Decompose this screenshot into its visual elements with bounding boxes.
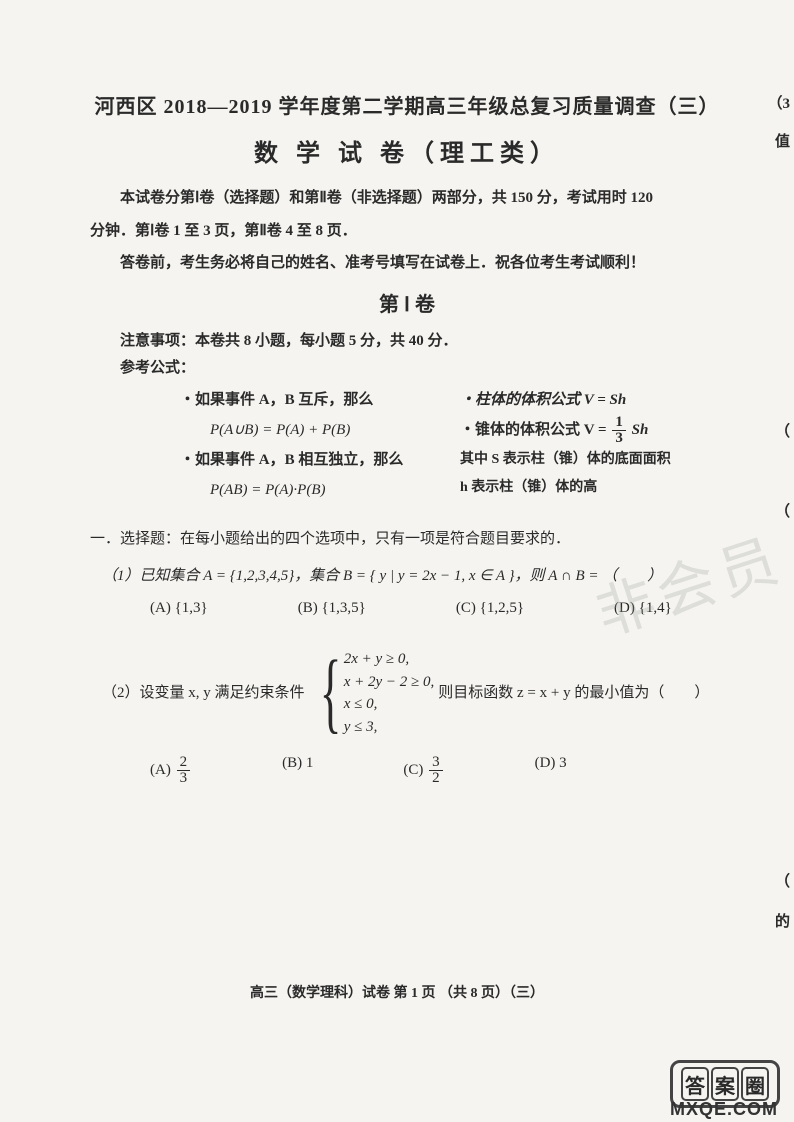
stamp-cell-3: 圈 [741,1067,769,1101]
edge-cut-4: （ [775,500,790,521]
formula-col-right: ・柱体的体积公式 V = Sh ・锥体的体积公式 V = 13 Sh 其中 S … [460,385,724,505]
left-brace-icon: { [319,648,341,738]
edge-cut-2: 值 [775,130,790,151]
intro-line-3: 答卷前，考生务必将自己的姓名、准考号填写在试卷上．祝各位考生考试顺利！ [90,249,724,278]
page-footer: 高三（数学理科）试卷 第 1 页 （共 8 页）（三） [0,982,794,1002]
constraint-lines: 2x + y ≥ 0, x + 2y − 2 ≥ 0, x ≤ 0, y ≤ 3… [344,648,435,738]
q2-opt-d: (D) 3 [535,755,567,786]
q2-a-den: 3 [177,771,191,786]
q2-opt-c: (C) 32 [403,755,444,786]
question-2-options: (A) 23 (B) 1 (C) 32 (D) 3 [90,755,724,786]
question-1: （1）已知集合 A = {1,2,3,4,5}，集合 B = { y | y =… [90,562,724,591]
q2-c-den: 2 [429,771,443,786]
reference-formula-label: 参考公式： [90,356,724,377]
formula-r1-text: ・柱体的体积公式 V = Sh [460,392,626,408]
q1-opt-b: (B) {1,3,5} [298,600,366,617]
q2-a-frac: 23 [177,755,191,786]
edge-cut-1: （3 [767,92,790,113]
question-2: （2）设变量 x, y 满足约束条件 { 2x + y ≥ 0, x + 2y … [90,643,724,743]
sys-line-3: x ≤ 0, [344,693,435,716]
formula-l2: ・如果事件 A，B 相互独立，那么 [180,445,460,475]
edge-cut-5: （ [775,870,790,891]
q1-opt-d: (D) {1,4} [614,600,672,617]
q2-c-num: 3 [429,755,443,771]
formula-f2: P(AB) = P(A)·P(B) [180,475,460,505]
constraint-system: { 2x + y ≥ 0, x + 2y − 2 ≥ 0, x ≤ 0, y ≤… [309,643,435,743]
sub-title: 数 学 试 卷（理工类） [90,133,724,168]
q1-opt-a: (A) {1,3} [150,600,208,617]
formula-r2-post: Sh [628,422,648,438]
formula-l1: ・如果事件 A，B 互斥，那么 [180,385,460,415]
formula-grid: ・如果事件 A，B 互斥，那么 P(A∪B) = P(A) + P(B) ・如果… [90,385,724,505]
q2-a-num: 2 [177,755,191,771]
question-1-text: （1）已知集合 A = {1,2,3,4,5}，集合 B = { y | y =… [102,568,662,584]
q1-opt-c: (C) {1,2,5} [456,600,524,617]
formula-r1: ・柱体的体积公式 V = Sh [460,385,724,415]
q2-opt-a: (A) 23 [150,755,192,786]
frac-num: 1 [612,415,626,431]
q2-c-pre: (C) [403,762,427,778]
formula-f1: P(A∪B) = P(A) + P(B) [180,415,460,445]
q2-c-frac: 32 [429,755,443,786]
section-1-note: 注意事项：本卷共 8 小题，每小题 5 分，共 40 分． [90,329,724,350]
edge-cut-6: 的 [775,910,790,931]
stamp-cell-1: 答 [681,1067,709,1101]
stamp-url: MXQE.COM [670,1099,778,1120]
question-2-pre: （2）设变量 x, y 满足约束条件 [102,679,305,708]
stamp-cell-2: 案 [711,1067,739,1101]
edge-cut-3: （ [775,420,790,441]
exam-page: 河西区 2018—2019 学年度第二学期高三年级总复习质量调查（三） 数 学 … [0,0,794,872]
intro-line-1: 本试卷分第Ⅰ卷（选择题）和第Ⅱ卷（非选择题）两部分，共 150 分，考试用时 1… [90,184,724,213]
question-1-options: (A) {1,3} (B) {1,3,5} (C) {1,2,5} (D) {1… [90,600,724,617]
formula-r3: 其中 S 表示柱（锥）体的底面面积 [460,446,724,474]
formula-r2: ・锥体的体积公式 V = 13 Sh [460,415,724,446]
question-2-post: 则目标函数 z = x + y 的最小值为（ ） [438,679,709,708]
main-title: 河西区 2018—2019 学年度第二学期高三年级总复习质量调查（三） [90,90,724,119]
sys-line-1: 2x + y ≥ 0, [344,648,435,671]
section-1-head: 第 Ⅰ 卷 [90,288,724,317]
intro-line-2: 分钟．第Ⅰ卷 1 至 3 页，第Ⅱ卷 4 至 8 页． [90,217,724,246]
formula-col-left: ・如果事件 A，B 互斥，那么 P(A∪B) = P(A) + P(B) ・如果… [180,385,460,505]
formula-r4: h 表示柱（锥）体的高 [460,474,724,502]
fraction-one-third: 13 [612,415,626,446]
sys-line-2: x + 2y − 2 ≥ 0, [344,671,435,694]
sys-line-4: y ≤ 3, [344,716,435,739]
q2-a-pre: (A) [150,762,175,778]
formula-r2-pre: ・锥体的体积公式 V = [460,422,610,438]
q2-opt-b: (B) 1 [282,755,313,786]
frac-den: 3 [612,431,626,446]
mc-heading: 一．选择题：在每小题给出的四个选项中，只有一项是符合题目要求的． [90,527,724,548]
